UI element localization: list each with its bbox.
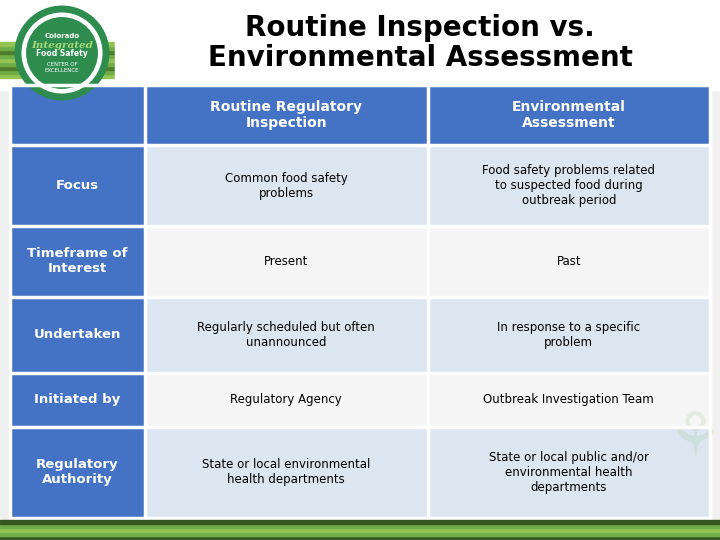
Text: Colorado: Colorado (45, 33, 80, 39)
Text: CENTER OF: CENTER OF (47, 62, 77, 66)
Bar (0, 66, 720, 70)
Text: Focus: Focus (56, 179, 99, 192)
Text: Past: Past (557, 255, 581, 268)
Text: EXCELLENCE: EXCELLENCE (45, 68, 79, 72)
Bar (0, 536, 720, 540)
Bar (145, 145, 428, 226)
Text: Initiated by: Initiated by (35, 393, 121, 406)
Text: Regularly scheduled but often
unannounced: Regularly scheduled but often unannounce… (197, 321, 375, 349)
Circle shape (25, 16, 99, 90)
Text: Present: Present (264, 255, 308, 268)
Bar (145, 373, 428, 427)
Text: State or local environmental
health departments: State or local environmental health depa… (202, 458, 370, 487)
Circle shape (18, 9, 106, 97)
Bar (10, 296, 145, 373)
Text: Environmental Assessment: Environmental Assessment (207, 44, 632, 72)
Text: Timeframe of
Interest: Timeframe of Interest (27, 247, 127, 275)
Text: Food Safety: Food Safety (36, 50, 88, 58)
Bar (10, 145, 145, 226)
Text: Regulatory Agency: Regulatory Agency (230, 393, 342, 406)
Text: Integrated: Integrated (31, 40, 93, 50)
Bar (0, 42, 720, 46)
Bar (428, 226, 710, 296)
Bar (428, 85, 710, 145)
Bar (0, 524, 720, 528)
Text: Routine Regulatory
Inspection: Routine Regulatory Inspection (210, 100, 362, 130)
Text: State or local public and/or
environmental health
departments: State or local public and/or environment… (489, 451, 649, 494)
Bar (145, 85, 428, 145)
Bar (0, 0, 720, 90)
Bar (0, 520, 720, 524)
Text: In response to a specific
problem: In response to a specific problem (498, 321, 640, 349)
Bar (428, 427, 710, 518)
Bar (10, 226, 145, 296)
Bar (0, 70, 720, 74)
Text: Environmental
Assessment: Environmental Assessment (512, 100, 626, 130)
Bar (0, 62, 720, 66)
Bar (0, 532, 720, 536)
Bar (145, 296, 428, 373)
Bar (428, 373, 710, 427)
Bar (145, 226, 428, 296)
Bar (0, 528, 720, 532)
Text: Outbreak Investigation Team: Outbreak Investigation Team (483, 393, 654, 406)
Bar (0, 58, 720, 62)
Bar (0, 50, 720, 54)
Bar (0, 54, 720, 58)
Bar (428, 145, 710, 226)
Bar (0, 46, 720, 50)
Bar (0, 74, 720, 78)
Bar (428, 296, 710, 373)
Text: Food safety problems related
to suspected food during
outbreak period: Food safety problems related to suspecte… (482, 164, 655, 207)
Bar (145, 427, 428, 518)
Text: ⚘: ⚘ (667, 410, 720, 470)
Bar (10, 85, 145, 145)
Text: Undertaken: Undertaken (34, 328, 121, 341)
Bar (10, 427, 145, 518)
Bar (10, 373, 145, 427)
Text: Common food safety
problems: Common food safety problems (225, 172, 348, 199)
Bar (115, 0, 720, 90)
Text: Routine Inspection vs.: Routine Inspection vs. (245, 14, 595, 42)
Text: Regulatory
Authority: Regulatory Authority (36, 458, 119, 487)
